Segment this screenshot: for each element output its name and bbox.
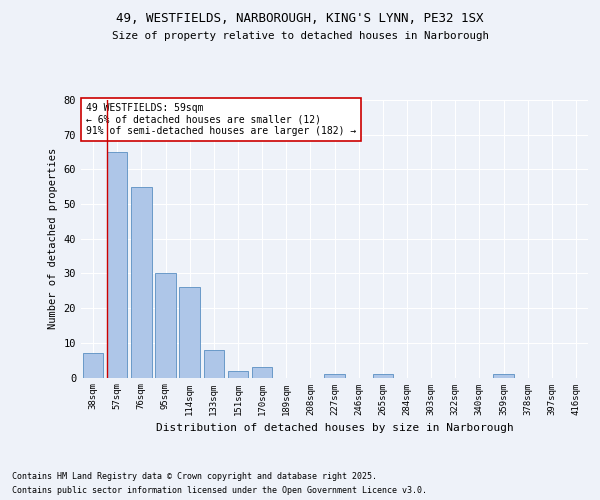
Bar bbox=[83, 353, 103, 378]
Bar bbox=[179, 288, 200, 378]
Bar bbox=[373, 374, 393, 378]
Bar bbox=[131, 186, 152, 378]
Bar bbox=[324, 374, 345, 378]
X-axis label: Distribution of detached houses by size in Narborough: Distribution of detached houses by size … bbox=[155, 423, 514, 433]
Bar bbox=[155, 274, 176, 378]
Text: 49 WESTFIELDS: 59sqm
← 6% of detached houses are smaller (12)
91% of semi-detach: 49 WESTFIELDS: 59sqm ← 6% of detached ho… bbox=[86, 103, 356, 136]
Bar bbox=[227, 370, 248, 378]
Bar bbox=[252, 367, 272, 378]
Text: 49, WESTFIELDS, NARBOROUGH, KING'S LYNN, PE32 1SX: 49, WESTFIELDS, NARBOROUGH, KING'S LYNN,… bbox=[116, 12, 484, 26]
Text: Contains public sector information licensed under the Open Government Licence v3: Contains public sector information licen… bbox=[12, 486, 427, 495]
Bar bbox=[203, 350, 224, 378]
Y-axis label: Number of detached properties: Number of detached properties bbox=[48, 148, 58, 330]
Bar bbox=[493, 374, 514, 378]
Bar bbox=[107, 152, 127, 378]
Text: Size of property relative to detached houses in Narborough: Size of property relative to detached ho… bbox=[112, 31, 488, 41]
Text: Contains HM Land Registry data © Crown copyright and database right 2025.: Contains HM Land Registry data © Crown c… bbox=[12, 472, 377, 481]
